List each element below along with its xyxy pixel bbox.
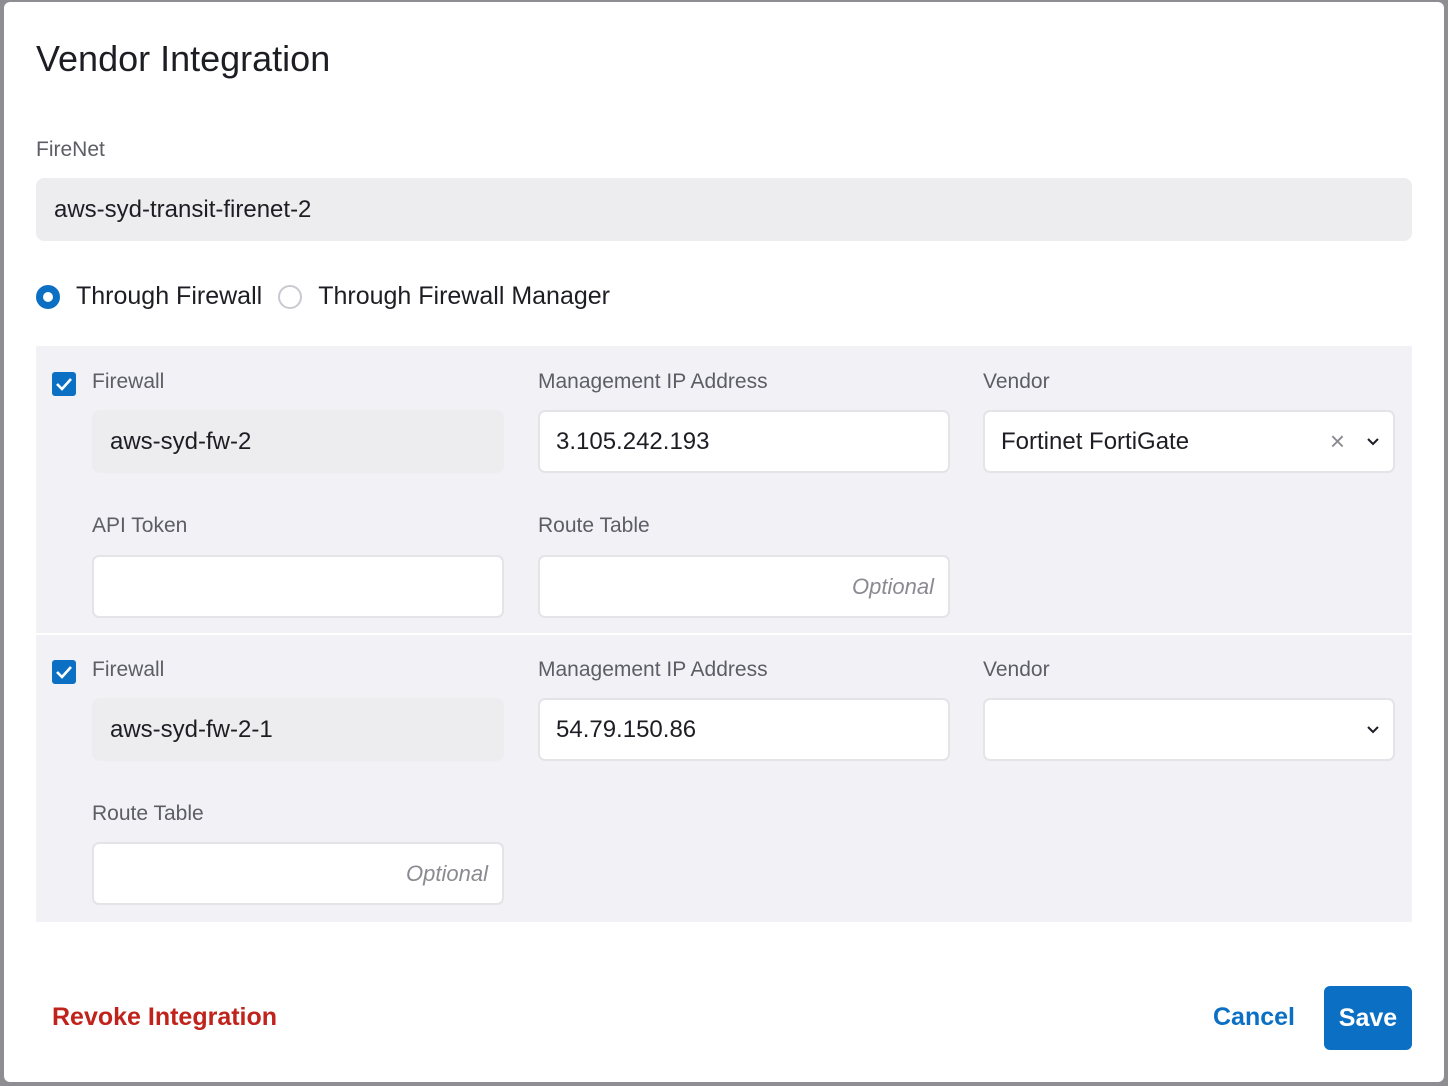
mgmt-ip-value: 3.105.242.193 (556, 427, 710, 455)
firenet-field: aws-syd-transit-firenet-2 (36, 178, 1412, 241)
firewall-label: Firewall (92, 370, 165, 393)
clear-icon[interactable]: × (1329, 426, 1345, 456)
firewall-checkbox[interactable] (52, 660, 76, 684)
route-table-placeholder: Optional (852, 573, 934, 599)
revoke-integration-button[interactable]: Revoke Integration (52, 1003, 278, 1031)
mgmt-ip-input[interactable]: 54.79.150.86 (538, 698, 950, 761)
radio-unselected-icon (278, 284, 303, 309)
route-table-input[interactable]: Optional (538, 555, 950, 618)
firenet-value: aws-syd-transit-firenet-2 (54, 195, 312, 223)
radio-label: Through Firewall Manager (318, 282, 610, 310)
firewall-checkbox[interactable] (52, 372, 76, 396)
vendor-select[interactable]: Fortinet FortiGate × (983, 410, 1395, 473)
save-button[interactable]: Save (1324, 986, 1412, 1050)
vendor-value: Fortinet FortiGate (1001, 427, 1190, 455)
chevron-down-icon[interactable] (1367, 437, 1379, 446)
vendor-label: Vendor (983, 658, 1050, 681)
api-token-input[interactable] (92, 555, 504, 618)
api-token-label: API Token (92, 514, 188, 537)
vendor-label: Vendor (983, 370, 1050, 393)
mgmt-ip-value: 54.79.150.86 (556, 715, 697, 743)
firewall-panel-1: Firewall aws-syd-fw-2 Management IP Addr… (36, 346, 1412, 633)
checkmark-icon (56, 378, 72, 391)
mgmt-ip-label: Management IP Address (538, 370, 768, 393)
vendor-select[interactable] (983, 698, 1395, 761)
mgmt-ip-input[interactable]: 3.105.242.193 (538, 410, 950, 473)
cancel-button[interactable]: Cancel (1213, 1003, 1295, 1031)
radio-through-firewall[interactable]: Through Firewall (36, 282, 262, 311)
firewall-panel-2: Firewall aws-syd-fw-2-1 Management IP Ad… (36, 635, 1412, 922)
route-table-placeholder: Optional (406, 860, 488, 886)
firewall-value: aws-syd-fw-2-1 (110, 715, 273, 743)
vendor-integration-dialog: Vendor Integration FireNet aws-syd-trans… (4, 2, 1444, 1082)
radio-group: Through Firewall Through Firewall Manage… (36, 282, 610, 311)
route-table-label: Route Table (92, 802, 204, 825)
firewall-value: aws-syd-fw-2 (110, 427, 252, 455)
route-table-input[interactable]: Optional (92, 842, 504, 905)
checkmark-icon (56, 666, 72, 679)
firewall-label: Firewall (92, 658, 165, 681)
route-table-label: Route Table (538, 514, 650, 537)
firewall-field: aws-syd-fw-2 (92, 410, 504, 473)
firenet-label: FireNet (36, 138, 105, 161)
chevron-down-icon[interactable] (1367, 725, 1379, 734)
radio-label: Through Firewall (76, 282, 263, 310)
dialog-title: Vendor Integration (36, 38, 331, 79)
mgmt-ip-label: Management IP Address (538, 658, 768, 681)
firewall-field: aws-syd-fw-2-1 (92, 698, 504, 761)
radio-selected-icon (36, 284, 60, 309)
radio-through-firewall-manager[interactable]: Through Firewall Manager (278, 282, 610, 311)
